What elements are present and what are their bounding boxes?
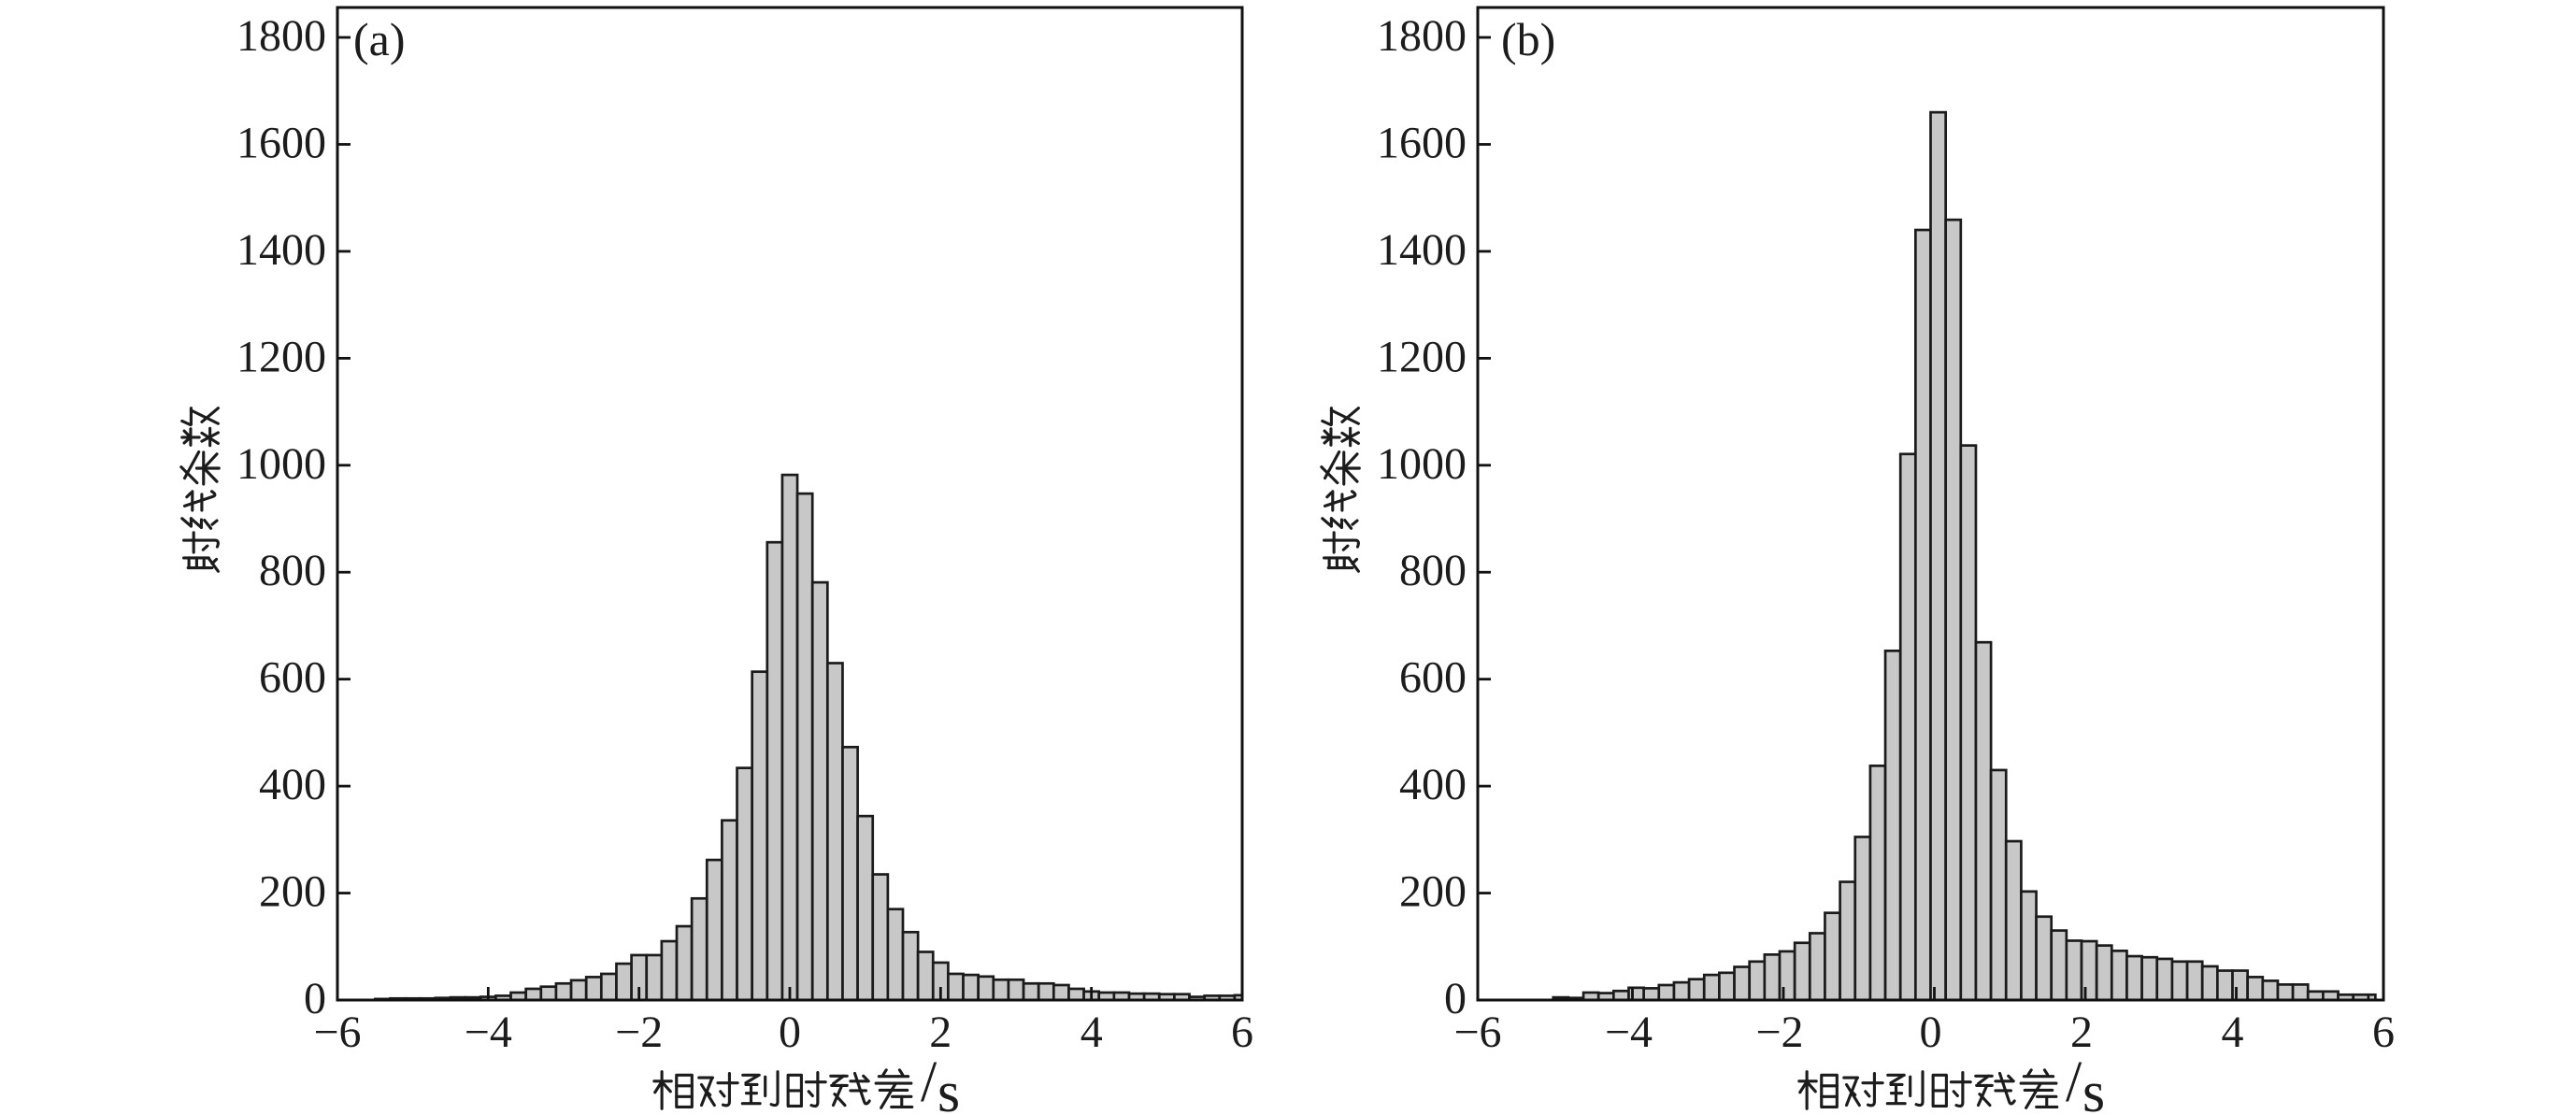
svg-text:2: 2 [929, 1008, 952, 1057]
svg-text:s: s [2082, 1061, 2105, 1115]
svg-text:600: 600 [259, 653, 326, 703]
svg-text:−2: −2 [615, 1008, 663, 1057]
svg-text:1400: 1400 [236, 225, 326, 275]
svg-text:1600: 1600 [1377, 119, 1467, 168]
svg-text:200: 200 [259, 867, 326, 917]
svg-text:−4: −4 [465, 1008, 512, 1057]
svg-text:1400: 1400 [1377, 225, 1467, 275]
svg-text:(a): (a) [353, 13, 406, 65]
svg-text:600: 600 [1399, 653, 1467, 703]
svg-text:6: 6 [1231, 1008, 1253, 1057]
svg-text:−6: −6 [313, 1008, 361, 1057]
svg-text:800: 800 [1399, 546, 1467, 595]
svg-text:1600: 1600 [236, 119, 326, 168]
svg-text:−4: −4 [1605, 1008, 1653, 1057]
svg-text:400: 400 [1399, 760, 1467, 809]
svg-text:4: 4 [1080, 1008, 1103, 1057]
svg-text:/: / [2066, 1051, 2082, 1114]
svg-text:200: 200 [1399, 867, 1467, 917]
svg-text:1000: 1000 [236, 439, 326, 489]
svg-text:800: 800 [259, 546, 326, 595]
svg-text:s: s [937, 1061, 960, 1115]
svg-text:1200: 1200 [1377, 332, 1467, 381]
svg-text:−2: −2 [1755, 1008, 1803, 1057]
svg-text:4: 4 [2222, 1008, 2244, 1057]
svg-text:0: 0 [1444, 974, 1467, 1023]
svg-text:1800: 1800 [236, 11, 326, 61]
svg-text:2: 2 [2070, 1008, 2093, 1057]
svg-text:0: 0 [1920, 1008, 1942, 1057]
svg-text:1200: 1200 [236, 332, 326, 381]
svg-text:400: 400 [259, 760, 326, 809]
svg-text:0: 0 [304, 974, 326, 1023]
svg-text:(b): (b) [1501, 13, 1555, 65]
svg-text:−6: −6 [1453, 1008, 1501, 1057]
svg-text:1800: 1800 [1377, 11, 1467, 61]
svg-text:6: 6 [2372, 1008, 2395, 1057]
svg-text:1000: 1000 [1377, 439, 1467, 489]
svg-text:/: / [921, 1051, 937, 1114]
svg-text:0: 0 [779, 1008, 801, 1057]
